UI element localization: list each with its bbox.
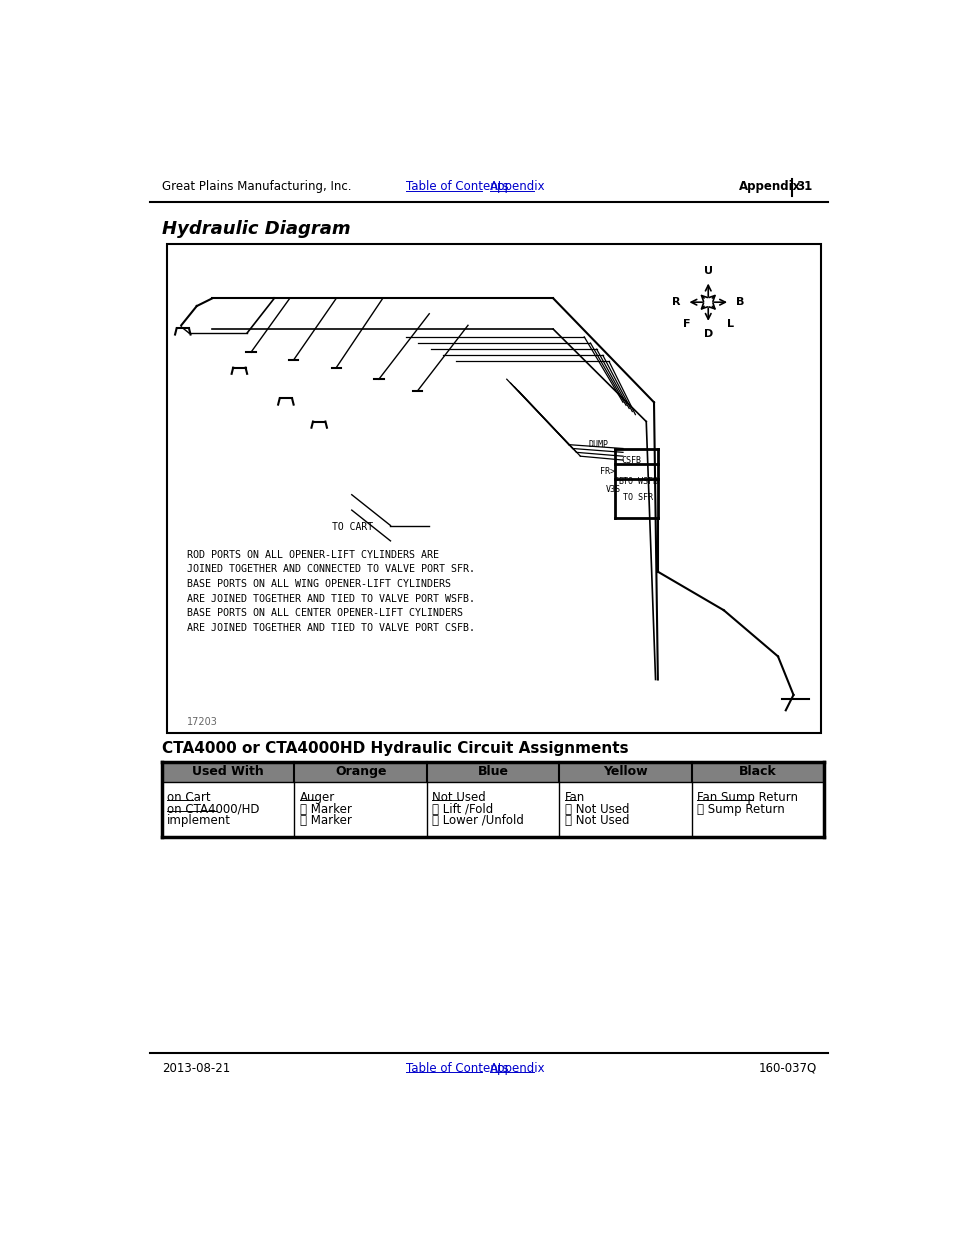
Text: Fan: Fan <box>564 792 584 804</box>
Text: JOINED TOGETHER AND CONNECTED TO VALVE PORT SFR.: JOINED TOGETHER AND CONNECTED TO VALVE P… <box>187 564 475 574</box>
Text: FB: FB <box>613 477 623 487</box>
Text: 17203: 17203 <box>187 716 218 727</box>
Text: Appendix: Appendix <box>739 180 801 193</box>
Text: Black: Black <box>739 766 777 778</box>
Text: 160-037Q: 160-037Q <box>758 1062 816 1074</box>
Text: Orange: Orange <box>335 766 386 778</box>
Text: Ⓑ Marker: Ⓑ Marker <box>299 814 352 827</box>
Text: F: F <box>682 319 689 329</box>
Text: CTA4000 or CTA4000HD Hydraulic Circuit Assignments: CTA4000 or CTA4000HD Hydraulic Circuit A… <box>162 741 628 756</box>
Text: implement: implement <box>167 814 231 827</box>
Text: Hydraulic Diagram: Hydraulic Diagram <box>162 220 350 238</box>
Text: TO SFR: TO SFR <box>622 493 652 501</box>
Text: Used With: Used With <box>193 766 264 778</box>
Text: Fan Sump Return: Fan Sump Return <box>697 792 798 804</box>
Text: TO WSFB: TO WSFB <box>622 477 658 487</box>
Text: 2013-08-21: 2013-08-21 <box>162 1062 230 1074</box>
Text: Auger: Auger <box>299 792 335 804</box>
Text: Yellow: Yellow <box>602 766 647 778</box>
Text: Appendix: Appendix <box>489 180 545 193</box>
Text: Table of Contents: Table of Contents <box>406 180 508 193</box>
Text: B: B <box>735 298 743 308</box>
Text: Appendix: Appendix <box>489 1062 545 1074</box>
Text: Ⓖ Sump Return: Ⓖ Sump Return <box>697 803 784 815</box>
Text: Blue: Blue <box>477 766 508 778</box>
Text: on CTA4000/HD: on CTA4000/HD <box>167 803 259 815</box>
Text: CSFB: CSFB <box>620 456 640 464</box>
Text: DUMP: DUMP <box>587 440 607 450</box>
Text: ARE JOINED TOGETHER AND TIED TO VALVE PORT WSFB.: ARE JOINED TOGETHER AND TIED TO VALVE PO… <box>187 594 475 604</box>
Text: BASE PORTS ON ALL CENTER OPENER-LIFT CYLINDERS: BASE PORTS ON ALL CENTER OPENER-LIFT CYL… <box>187 609 463 619</box>
Text: ARE JOINED TOGETHER AND TIED TO VALVE PORT CSFB.: ARE JOINED TOGETHER AND TIED TO VALVE PO… <box>187 622 475 632</box>
Text: Great Plains Manufacturing, Inc.: Great Plains Manufacturing, Inc. <box>162 180 351 193</box>
Text: U: U <box>703 266 712 275</box>
Text: Not Used: Not Used <box>432 792 486 804</box>
Bar <box>167 245 820 734</box>
Text: Table of Contents: Table of Contents <box>406 1062 508 1074</box>
Text: TO CART: TO CART <box>332 522 374 532</box>
Text: FR>: FR> <box>599 467 614 477</box>
Text: Ⓔ Not Used: Ⓔ Not Used <box>564 803 629 815</box>
Text: Ⓓ Lower /Unfold: Ⓓ Lower /Unfold <box>432 814 524 827</box>
Text: D: D <box>703 329 712 338</box>
Text: Ⓕ Not Used: Ⓕ Not Used <box>564 814 629 827</box>
Text: BASE PORTS ON ALL WING OPENER-LIFT CYLINDERS: BASE PORTS ON ALL WING OPENER-LIFT CYLIN… <box>187 579 451 589</box>
Text: on Cart: on Cart <box>167 792 211 804</box>
Text: ROD PORTS ON ALL OPENER-LIFT CYLINDERS ARE: ROD PORTS ON ALL OPENER-LIFT CYLINDERS A… <box>187 550 439 559</box>
Text: Ⓒ Lift /Fold: Ⓒ Lift /Fold <box>432 803 493 815</box>
Text: 31: 31 <box>796 180 812 193</box>
Text: L: L <box>726 319 733 329</box>
Text: V3S: V3S <box>605 485 620 494</box>
Bar <box>162 762 823 782</box>
Text: R: R <box>672 298 680 308</box>
Text: Ⓐ Marker: Ⓐ Marker <box>299 803 352 815</box>
